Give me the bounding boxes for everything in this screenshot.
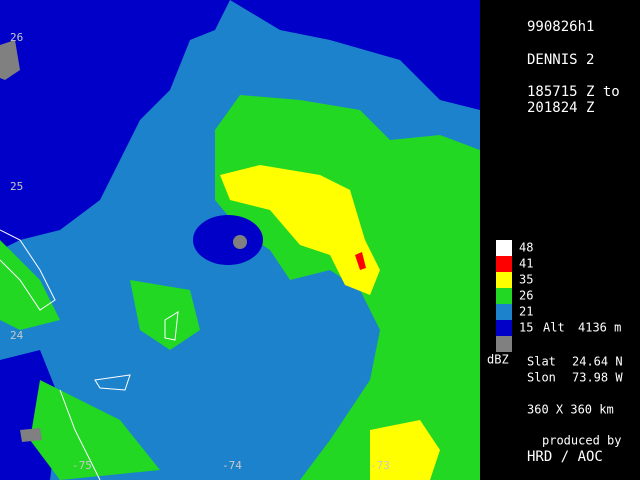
storm-name: DENNIS 2 bbox=[527, 52, 594, 68]
radar-map: 26 25 24 -75 -74 -73 bbox=[0, 0, 480, 480]
credit: HRD / AOC bbox=[527, 449, 603, 465]
legend-swatch bbox=[496, 272, 512, 288]
legend-label: 21 bbox=[519, 305, 533, 319]
coastline bbox=[0, 229, 56, 311]
storm-eye bbox=[193, 215, 263, 265]
time-end: 201824 Z bbox=[527, 100, 594, 116]
alt-value: 4136 m bbox=[578, 321, 621, 335]
lon-label: -74 bbox=[222, 459, 242, 472]
echo-region bbox=[370, 420, 440, 480]
echo-region bbox=[220, 165, 380, 295]
flight-id: 990826h1 bbox=[527, 19, 594, 35]
info-panel: 990826h1 DENNIS 2 185715 Z to 201824 Z A… bbox=[487, 19, 623, 465]
legend-swatch bbox=[496, 336, 512, 352]
coastline bbox=[59, 389, 101, 480]
lat-title: Slat bbox=[527, 355, 556, 369]
echo-region bbox=[0, 0, 230, 250]
legend-swatch bbox=[496, 320, 512, 336]
lon-value: 73.98 W bbox=[572, 371, 623, 385]
legend-label: 15 bbox=[519, 321, 533, 335]
time-start: 185715 Z to bbox=[527, 84, 620, 100]
domain-size: 360 X 360 km bbox=[527, 403, 614, 417]
land bbox=[0, 40, 20, 80]
coastline bbox=[94, 374, 131, 391]
legend-swatch bbox=[496, 288, 512, 304]
lon-label: -73 bbox=[370, 459, 390, 472]
echo-region bbox=[130, 280, 200, 350]
alt-label: Alt bbox=[543, 321, 565, 335]
legend-swatch bbox=[496, 256, 512, 272]
legend-label: 41 bbox=[519, 257, 533, 271]
lat-label: 26 bbox=[10, 31, 23, 44]
legend-swatch bbox=[496, 304, 512, 320]
coastline bbox=[164, 311, 179, 341]
legend-label: 35 bbox=[519, 273, 533, 287]
lon-title: Slon bbox=[527, 371, 556, 385]
echo-region bbox=[30, 380, 160, 480]
echo-region bbox=[0, 240, 60, 330]
lon-label: -75 bbox=[72, 459, 92, 472]
legend-swatch bbox=[496, 240, 512, 256]
legend-label: 48 bbox=[519, 241, 533, 255]
credit: produced by bbox=[542, 434, 621, 448]
land bbox=[20, 428, 42, 442]
echo-region bbox=[355, 252, 366, 270]
legend-label: 26 bbox=[519, 289, 533, 303]
legend-unit: dBZ bbox=[487, 353, 509, 367]
lat-label: 24 bbox=[10, 329, 24, 342]
echo-region bbox=[230, 0, 480, 110]
lat-label: 25 bbox=[10, 180, 23, 193]
eye-echo bbox=[233, 235, 247, 249]
lat-value: 24.64 N bbox=[572, 355, 623, 369]
